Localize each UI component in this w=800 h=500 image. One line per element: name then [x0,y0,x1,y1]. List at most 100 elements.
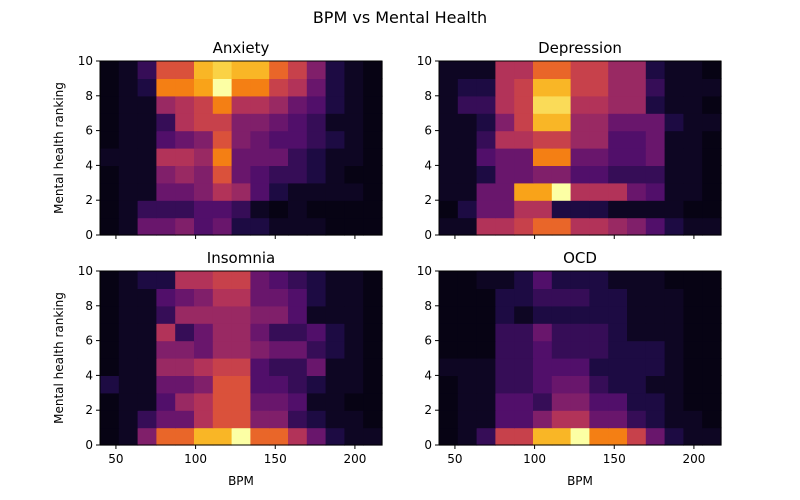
heatmap-cell [156,61,176,79]
heatmap-cell [118,148,139,166]
y-tick-label: 8 [85,299,93,313]
heatmap-cell [589,323,609,342]
heatmap-cell [514,78,534,97]
heatmap-cell [118,78,139,97]
heatmap-cell [457,165,478,184]
heatmap-cell [439,78,459,97]
heatmap-cell [288,95,308,114]
heatmap-cell [570,182,590,201]
heatmap-cell [533,61,553,79]
heatmap-cell [457,95,478,114]
heatmap-cell [175,288,195,307]
heatmap-cell [250,182,270,201]
x-tick-label: 50 [447,452,462,466]
heatmap-cell [702,200,722,219]
heatmap-cell [514,148,534,166]
heatmap-cell [439,182,459,201]
heatmap-cell [589,200,609,219]
heatmap-cell [175,148,195,166]
heatmap-cell [156,200,176,219]
heatmap-cell [137,410,157,429]
heatmap-cell [533,375,553,394]
heatmap-cell [664,375,684,394]
heatmap-cells [439,271,722,446]
heatmap-cell [683,95,703,114]
heatmap-cell [495,182,515,201]
heatmap-cell [269,427,289,446]
heatmap-cell [100,148,120,166]
heatmap-cell [702,358,722,376]
heatmap-cell [175,78,195,97]
heatmap-cell [231,288,251,307]
heatmap-cell [306,95,327,114]
heatmap-cell [118,305,139,324]
heatmap-cell [175,392,195,411]
heatmap-cell [533,95,553,114]
heatmap-cell [570,305,590,324]
heatmap-cell [288,323,308,342]
heatmap-cell [212,323,233,342]
heatmap-cell [627,200,647,219]
heatmap-cell [702,340,722,359]
heatmap-cell [645,200,666,219]
heatmap-cell [231,323,251,342]
heatmap-cell [702,78,722,97]
heatmap-cell [645,78,666,97]
heatmap-cell [288,148,308,166]
heatmap-cell [212,113,233,132]
heatmap-cell [645,305,666,324]
heatmap-cell [439,288,459,307]
heatmap-cell [269,288,289,307]
heatmap-cell [533,130,553,149]
heatmap-cell [495,358,515,376]
heatmap-cell [231,130,251,149]
heatmap-cell [645,217,666,236]
heatmap-cell [269,271,289,289]
heatmap-cell [551,95,572,114]
panel-title: Depression [538,39,622,57]
heatmap-cell [137,427,157,446]
heatmap-cell [269,340,289,359]
heatmap-cell [156,165,176,184]
heatmap-cell [514,427,534,446]
heatmap-cell [118,200,139,219]
y-tick-label: 0 [424,228,432,242]
heatmap-cell [344,130,364,149]
heatmap-cell [288,410,308,429]
heatmap-cell [702,271,722,289]
heatmap-cell [325,271,345,289]
heatmap-cell [288,305,308,324]
heatmap-cell [645,375,666,394]
heatmap-cell [100,78,120,97]
heatmap-cell [137,217,157,236]
heatmap-cell [608,288,628,307]
heatmap-cell [100,288,120,307]
heatmap-cell [306,148,327,166]
heatmap-cell [288,217,308,236]
y-tick-label: 8 [424,89,432,103]
heatmap-cell [645,427,666,446]
heatmap-cell [137,95,157,114]
heatmap-cell [476,78,496,97]
heatmap-cell [231,165,251,184]
heatmap-cell [514,182,534,201]
heatmap-cell [683,305,703,324]
heatmap-cell [137,182,157,201]
heatmap-cell [194,358,214,376]
heatmap-cell [194,165,214,184]
heatmap-cell [212,182,233,201]
heatmap-cell [325,130,345,149]
heatmap-cell [476,217,496,236]
heatmap-cell [344,182,364,201]
heatmap-cell [514,200,534,219]
heatmap-cell [608,95,628,114]
heatmap-cell [212,271,233,289]
heatmap-cell [269,130,289,149]
heatmap-cell [137,78,157,97]
heatmap-cell [664,95,684,114]
heatmap-cell [288,165,308,184]
heatmap-cell [288,182,308,201]
heatmap-cell [495,200,515,219]
heatmap-cell [570,61,590,79]
heatmap-cell [250,323,270,342]
